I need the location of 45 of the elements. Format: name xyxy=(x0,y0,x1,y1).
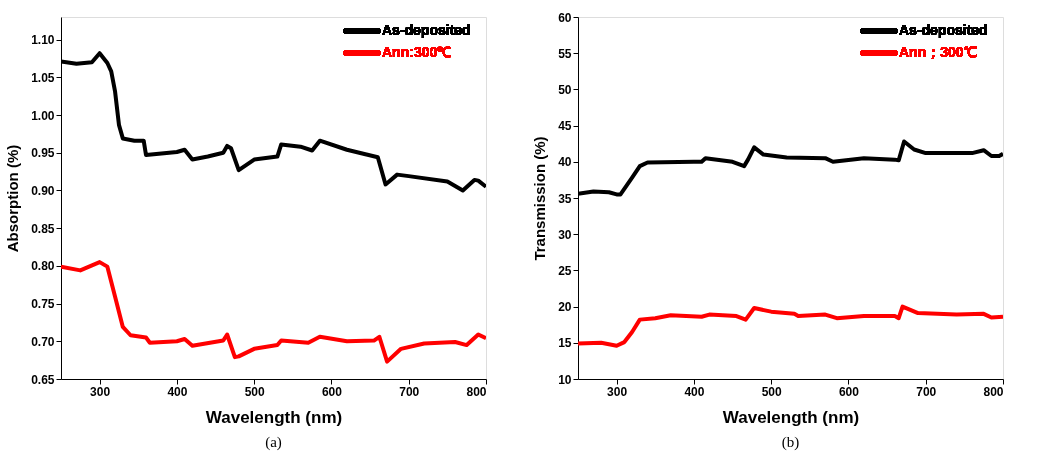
y-tick-label: 0.90 xyxy=(31,183,55,198)
y-tick-label: 60 xyxy=(558,10,572,25)
y-tick-label: 30 xyxy=(558,227,572,242)
x-tick-label: 600 xyxy=(321,384,343,399)
x-tick-label: 500 xyxy=(244,384,266,399)
y-axis-title: Transmission (%) xyxy=(531,136,549,261)
y-tick-label: 25 xyxy=(558,263,572,278)
x-tick-label: 300 xyxy=(607,384,628,399)
y-tick-label: 40 xyxy=(558,155,572,170)
y-axis-title: Absorption (%) xyxy=(4,144,22,253)
x-axis-title: Wavelength (nm) xyxy=(722,407,860,427)
y-tick-label: 50 xyxy=(558,82,572,97)
x-axis-title: Wavelength (nm) xyxy=(205,407,343,427)
text: (a) xyxy=(265,434,282,451)
y-tick-label: 0.80 xyxy=(31,259,55,274)
y-tick-label: 20 xyxy=(558,300,572,315)
x-tick-label: 400 xyxy=(684,384,705,399)
x-tick-label: 800 xyxy=(466,384,487,399)
x-tick-label: 600 xyxy=(838,384,860,399)
y-tick-label: 1.00 xyxy=(31,108,55,123)
y-tick-label: 1.10 xyxy=(31,33,55,48)
legend-label: Ann:300℃ xyxy=(382,44,452,60)
legend-label: As-deposited xyxy=(899,22,988,38)
line-series xyxy=(578,304,1003,348)
y-tick-label: 0.65 xyxy=(31,372,55,387)
text: (b) xyxy=(781,434,800,451)
x-tick-label: 800 xyxy=(983,384,1004,399)
x-tick-label: 500 xyxy=(761,384,783,399)
x-tick-label: 300 xyxy=(90,384,111,399)
x-tick-label: 700 xyxy=(399,384,420,399)
legend-label: As-deposited xyxy=(382,22,471,38)
legend-label: Ann；300℃ xyxy=(899,44,977,60)
y-tick-label: 10 xyxy=(558,372,572,387)
y-tick-label: 15 xyxy=(558,336,572,351)
y-tick-label: 55 xyxy=(558,46,572,61)
y-tick-label: 1.05 xyxy=(31,70,55,85)
line-series xyxy=(61,260,486,364)
y-tick-label: 0.95 xyxy=(31,146,55,161)
y-tick-label: 0.70 xyxy=(31,334,55,349)
y-tick-label: 0.85 xyxy=(31,221,55,236)
x-tick-label: 700 xyxy=(916,384,937,399)
y-tick-label: 35 xyxy=(558,191,572,206)
y-tick-label: 0.75 xyxy=(31,297,55,312)
y-tick-label: 45 xyxy=(558,119,572,134)
x-tick-label: 400 xyxy=(167,384,188,399)
